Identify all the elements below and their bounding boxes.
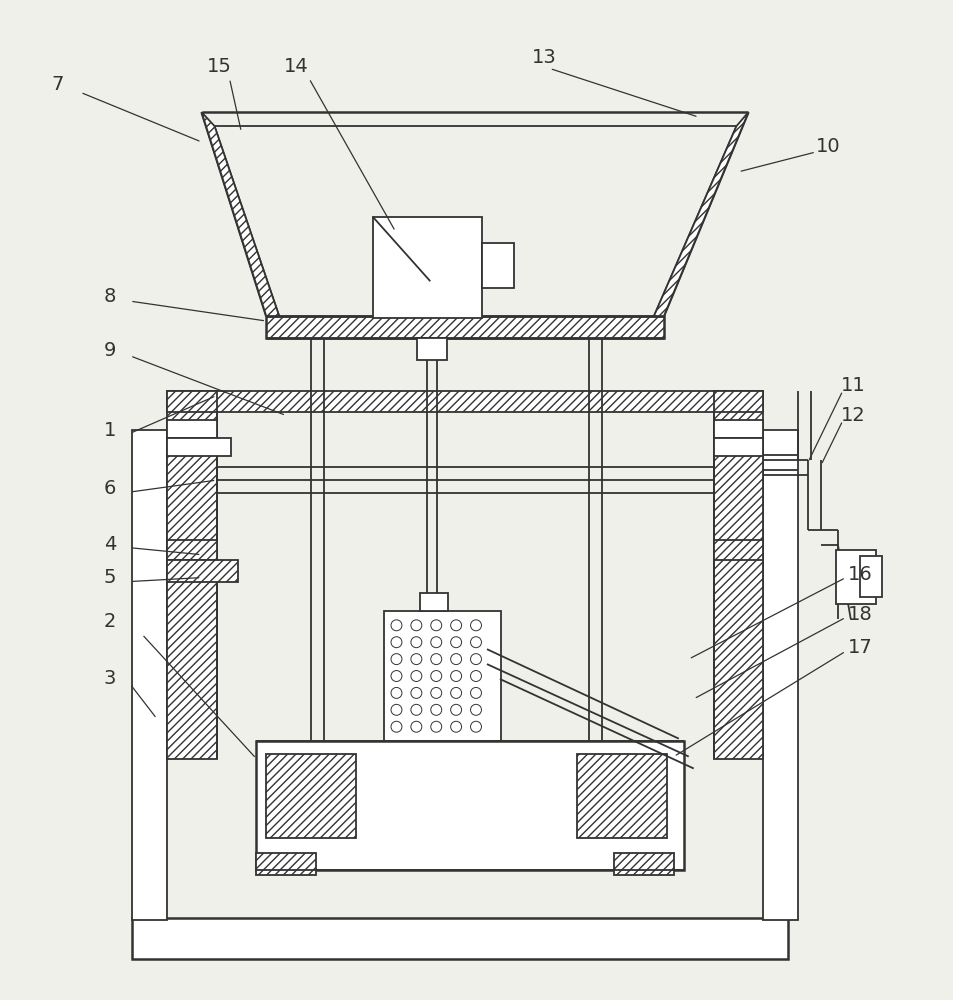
Circle shape [450, 721, 461, 732]
Bar [266, 316, 663, 338]
Bar [167, 420, 216, 438]
Circle shape [411, 687, 421, 698]
Bar [167, 560, 238, 582]
Circle shape [431, 687, 441, 698]
Text: 8: 8 [104, 287, 116, 306]
Text: 15: 15 [207, 57, 232, 76]
Bar [762, 430, 798, 920]
Circle shape [431, 620, 441, 631]
Circle shape [391, 704, 401, 715]
Circle shape [411, 704, 421, 715]
Bar [416, 338, 447, 360]
Circle shape [391, 620, 401, 631]
Circle shape [450, 687, 461, 698]
Text: 11: 11 [840, 376, 864, 395]
Text: 12: 12 [840, 406, 864, 425]
Circle shape [411, 721, 421, 732]
Circle shape [470, 620, 481, 631]
Circle shape [470, 687, 481, 698]
Text: 9: 9 [104, 341, 116, 360]
Text: 1: 1 [104, 421, 116, 440]
Circle shape [391, 637, 401, 648]
Text: 7: 7 [51, 75, 64, 94]
Circle shape [411, 671, 421, 681]
Circle shape [450, 620, 461, 631]
Bar [713, 438, 762, 456]
Polygon shape [653, 112, 747, 316]
Circle shape [431, 637, 441, 648]
Circle shape [470, 721, 481, 732]
Bar [420, 593, 448, 611]
Bar [713, 420, 762, 438]
Bar [859, 556, 881, 597]
Text: 3: 3 [104, 670, 116, 688]
Bar [167, 391, 216, 759]
Text: 18: 18 [846, 605, 871, 624]
Bar [713, 540, 762, 560]
Circle shape [470, 704, 481, 715]
Text: 14: 14 [283, 57, 308, 76]
Circle shape [470, 637, 481, 648]
Bar [713, 391, 762, 759]
Bar [383, 611, 500, 741]
Text: 13: 13 [532, 48, 557, 67]
Text: 5: 5 [104, 568, 116, 587]
Circle shape [431, 671, 441, 681]
Bar [256, 853, 315, 875]
Circle shape [431, 721, 441, 732]
Circle shape [450, 654, 461, 665]
Circle shape [450, 637, 461, 648]
Text: 2: 2 [104, 612, 116, 631]
Bar [614, 853, 673, 875]
Text: 6: 6 [104, 479, 116, 498]
Text: 16: 16 [846, 565, 871, 584]
Circle shape [470, 671, 481, 681]
Circle shape [431, 654, 441, 665]
Bar [481, 243, 514, 288]
Bar [373, 217, 481, 318]
Bar [835, 550, 875, 604]
Circle shape [431, 704, 441, 715]
Circle shape [411, 654, 421, 665]
Circle shape [391, 671, 401, 681]
Circle shape [411, 620, 421, 631]
Polygon shape [201, 112, 279, 316]
Circle shape [450, 704, 461, 715]
Bar [132, 918, 787, 959]
Bar [577, 754, 666, 838]
Circle shape [391, 687, 401, 698]
Bar [266, 754, 355, 838]
Bar [167, 438, 232, 456]
Circle shape [391, 721, 401, 732]
Circle shape [411, 637, 421, 648]
Bar [132, 430, 167, 920]
Text: 17: 17 [846, 638, 871, 657]
Bar [167, 540, 216, 560]
Circle shape [450, 671, 461, 681]
Circle shape [391, 654, 401, 665]
Text: 4: 4 [104, 535, 116, 554]
Circle shape [470, 654, 481, 665]
Bar [167, 391, 762, 412]
Text: 10: 10 [815, 137, 840, 156]
Bar [256, 741, 683, 870]
